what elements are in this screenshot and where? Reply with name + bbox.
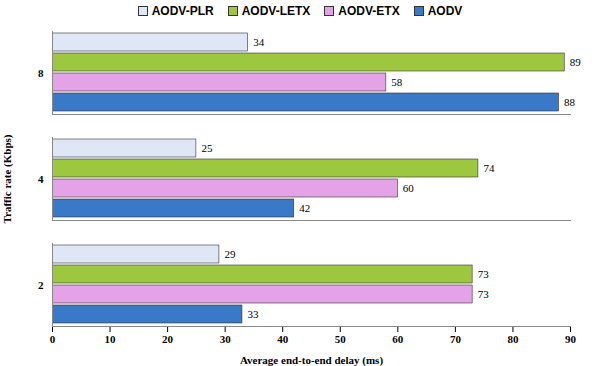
- svg-text:80: 80: [507, 333, 519, 345]
- html-text:AODV-PLR: AODV-PLR: [151, 4, 214, 18]
- svg-text:25: 25: [201, 142, 213, 154]
- svg-text:0: 0: [50, 333, 56, 345]
- svg-text:Average end-to-end delay (ms): Average end-to-end delay (ms): [240, 354, 383, 366]
- svg-text:20: 20: [162, 333, 174, 345]
- svg-text:60: 60: [392, 333, 404, 345]
- svg-text:60: 60: [403, 182, 415, 194]
- html-text:AODV-ETX: AODV-ETX: [338, 4, 400, 18]
- svg-text:73: 73: [478, 268, 490, 280]
- svg-text:88: 88: [564, 96, 576, 108]
- html-text:AODV: AODV: [427, 4, 463, 18]
- svg-text:89: 89: [570, 56, 582, 68]
- svg-text:34: 34: [253, 36, 265, 48]
- svg-text:70: 70: [450, 333, 462, 345]
- svg-text:58: 58: [391, 76, 403, 88]
- svg-text:29: 29: [224, 248, 236, 260]
- svg-text:40: 40: [277, 333, 289, 345]
- svg-text:33: 33: [247, 308, 259, 320]
- svg-text:74: 74: [483, 162, 495, 174]
- svg-text:10: 10: [105, 333, 117, 345]
- svg-text:50: 50: [335, 333, 347, 345]
- svg-text:Traffic rate (Kbps): Traffic rate (Kbps): [1, 134, 14, 223]
- html-text:AODV-LETX: AODV-LETX: [241, 4, 311, 18]
- svg-text:2: 2: [38, 279, 44, 291]
- svg-text:4: 4: [38, 173, 44, 185]
- svg-text:42: 42: [299, 202, 310, 214]
- svg-text:30: 30: [220, 333, 232, 345]
- svg-text:8: 8: [38, 67, 44, 79]
- svg-text:73: 73: [478, 288, 490, 300]
- svg-text:90: 90: [565, 333, 577, 345]
